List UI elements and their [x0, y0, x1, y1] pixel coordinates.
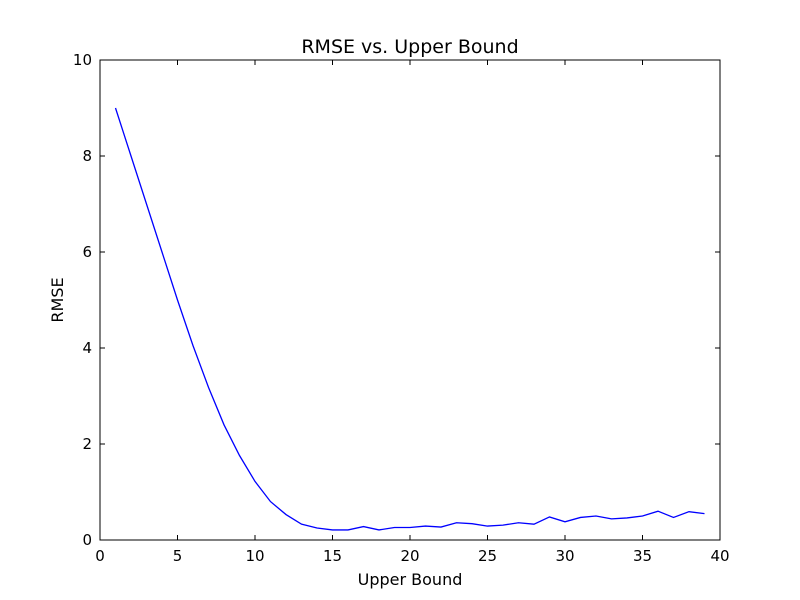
y-axis-label: RMSE	[48, 277, 67, 322]
y-tick-label: 10	[73, 51, 92, 69]
x-tick-label: 0	[95, 547, 105, 565]
x-axis-label: Upper Bound	[358, 570, 463, 589]
x-tick-label: 25	[478, 547, 497, 565]
x-tick-label: 15	[323, 547, 342, 565]
y-tick-label: 8	[82, 147, 92, 165]
x-tick-label: 40	[710, 547, 729, 565]
axes-frame	[99, 59, 721, 541]
x-tick-label: 5	[173, 547, 183, 565]
plot-area: 0 5 10 15 20 25 30 35 40 0 2 4 6 8 10	[73, 51, 730, 565]
x-tick-label: 10	[245, 547, 264, 565]
x-tick-label: 20	[400, 547, 419, 565]
y-tick-label: 2	[82, 435, 92, 453]
x-tick-label: 30	[555, 547, 574, 565]
y-tick-label: 4	[82, 339, 92, 357]
series-line-0	[114, 107, 705, 531]
y-tick-label: 6	[82, 243, 92, 261]
y-tick-label: 0	[82, 531, 92, 549]
x-tick-label: 35	[633, 547, 652, 565]
chart-title: RMSE vs. Upper Bound	[301, 36, 518, 58]
